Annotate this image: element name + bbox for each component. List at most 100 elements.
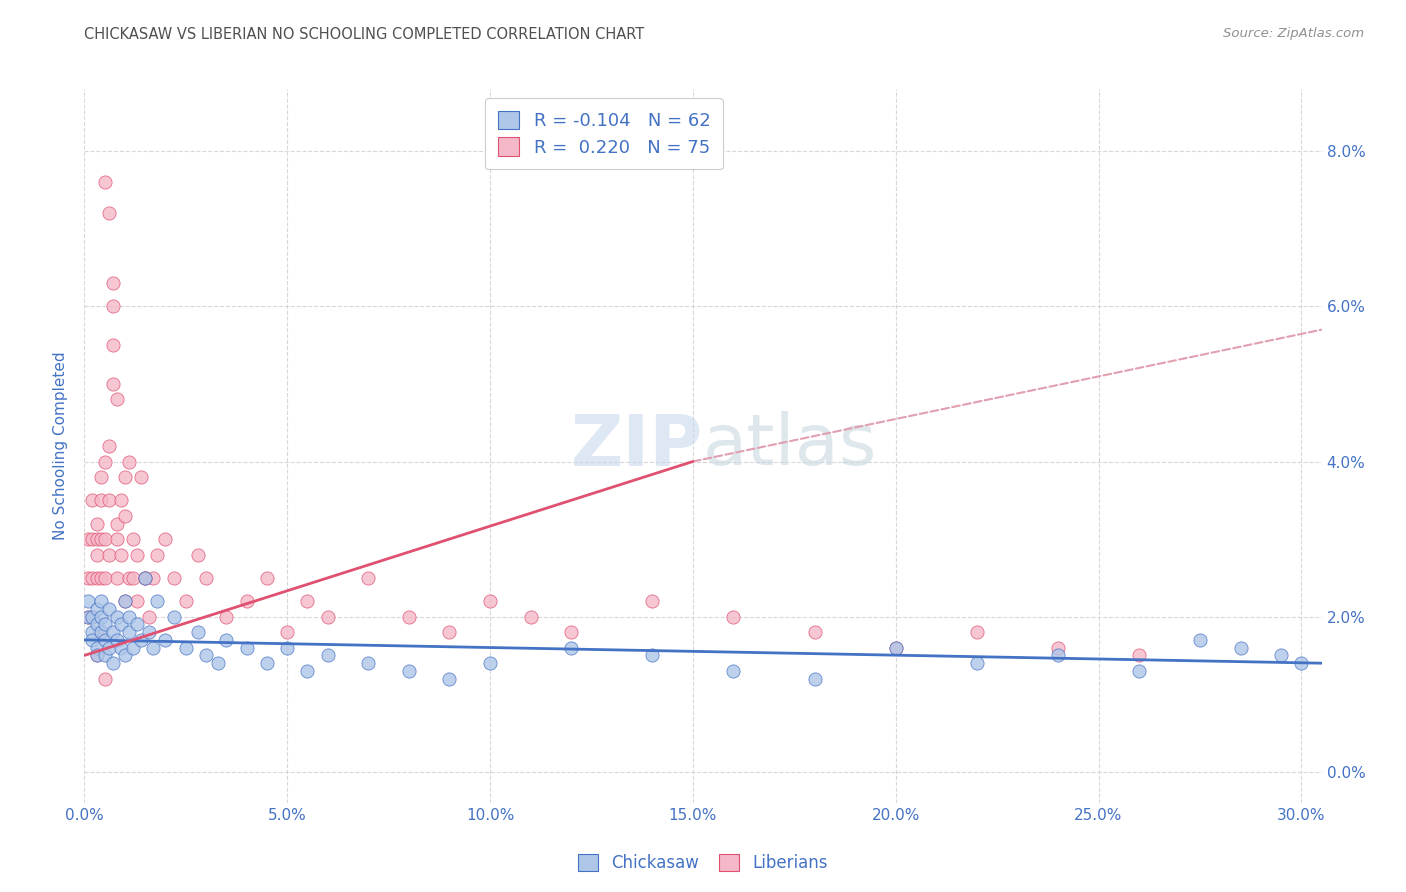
Point [86, 548, 108, 562]
Point [93, 532, 115, 546]
Point [129, 632, 152, 647]
Point [86, 640, 108, 655]
Point [93, 571, 115, 585]
Point [110, 548, 132, 562]
Point [439, 625, 461, 640]
Point [723, 664, 745, 678]
Point [122, 571, 145, 585]
Point [357, 656, 380, 670]
Point [174, 640, 197, 655]
Point [86, 602, 108, 616]
Point [129, 470, 152, 484]
Point [82, 571, 104, 585]
Point [86, 648, 108, 663]
Point [297, 594, 319, 608]
Point [884, 640, 907, 655]
Point [97, 439, 120, 453]
Text: atlas: atlas [703, 411, 877, 481]
Point [398, 664, 420, 678]
Point [127, 617, 149, 632]
Point [174, 594, 197, 608]
Point [118, 625, 141, 640]
Point [101, 276, 124, 290]
Point [966, 656, 988, 670]
Point [93, 617, 115, 632]
Point [97, 548, 120, 562]
Point [90, 625, 112, 640]
Point [93, 454, 115, 468]
Point [93, 175, 115, 189]
Point [479, 656, 502, 670]
Point [560, 625, 582, 640]
Point [723, 609, 745, 624]
Point [101, 656, 124, 670]
Point [114, 470, 136, 484]
Point [142, 640, 165, 655]
Point [162, 571, 184, 585]
Point [155, 632, 177, 647]
Legend: Chickasaw, Liberians: Chickasaw, Liberians [569, 846, 837, 880]
Point [1046, 640, 1069, 655]
Point [77, 571, 100, 585]
Point [90, 609, 112, 624]
Point [90, 532, 112, 546]
Point [82, 532, 104, 546]
Point [82, 609, 104, 624]
Point [90, 493, 112, 508]
Text: Source: ZipAtlas.com: Source: ZipAtlas.com [1223, 27, 1364, 40]
Point [105, 392, 128, 407]
Point [82, 625, 104, 640]
Point [297, 664, 319, 678]
Point [155, 532, 177, 546]
Point [276, 640, 298, 655]
Point [77, 594, 100, 608]
Point [90, 625, 112, 640]
Point [641, 648, 664, 663]
Point [235, 640, 257, 655]
Point [114, 648, 136, 663]
Y-axis label: No Schooling Completed: No Schooling Completed [53, 351, 69, 541]
Point [110, 617, 132, 632]
Point [82, 632, 104, 647]
Point [97, 493, 120, 508]
Point [93, 672, 115, 686]
Text: ZIP: ZIP [571, 411, 703, 481]
Point [276, 625, 298, 640]
Point [105, 571, 128, 585]
Point [77, 609, 100, 624]
Point [90, 571, 112, 585]
Point [215, 632, 238, 647]
Point [105, 632, 128, 647]
Point [187, 625, 209, 640]
Point [105, 516, 128, 531]
Point [215, 609, 238, 624]
Point [82, 493, 104, 508]
Point [187, 548, 209, 562]
Point [1128, 648, 1150, 663]
Point [162, 609, 184, 624]
Point [93, 632, 115, 647]
Point [122, 640, 145, 655]
Point [118, 609, 141, 624]
Point [114, 508, 136, 523]
Point [110, 493, 132, 508]
Point [86, 648, 108, 663]
Point [114, 594, 136, 608]
Point [86, 516, 108, 531]
Point [86, 617, 108, 632]
Point [1270, 648, 1292, 663]
Point [1188, 632, 1211, 647]
Point [235, 594, 257, 608]
Point [256, 656, 278, 670]
Point [316, 609, 339, 624]
Point [207, 656, 229, 670]
Point [127, 548, 149, 562]
Point [1291, 656, 1313, 670]
Point [146, 548, 169, 562]
Point [966, 625, 988, 640]
Point [1046, 648, 1069, 663]
Point [134, 571, 156, 585]
Point [86, 571, 108, 585]
Point [97, 602, 120, 616]
Point [316, 648, 339, 663]
